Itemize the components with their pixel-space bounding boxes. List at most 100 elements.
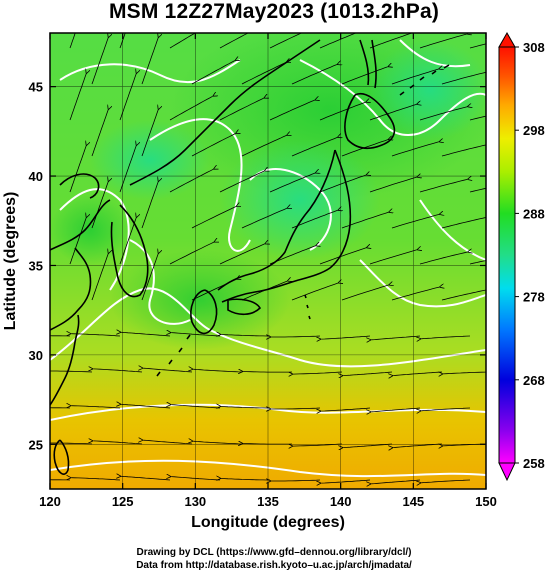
colorbar: 258 268 278 288 298 308 bbox=[498, 31, 545, 482]
streamline bbox=[69, 74, 86, 121]
streamline bbox=[419, 107, 467, 121]
streamline bbox=[391, 69, 439, 85]
streamline bbox=[169, 242, 214, 265]
streamline bbox=[91, 182, 108, 229]
streamline bbox=[143, 440, 193, 445]
streamline bbox=[219, 171, 264, 193]
streamline bbox=[271, 480, 321, 481]
streamline bbox=[419, 34, 467, 49]
streamline bbox=[93, 441, 143, 445]
streamline bbox=[321, 407, 371, 411]
streamline bbox=[50, 442, 93, 445]
streamline bbox=[121, 404, 171, 409]
streamline bbox=[391, 287, 439, 301]
map-gridlines bbox=[50, 33, 486, 489]
x-axis-ticks: 120 125 130 135 140 145 150 bbox=[39, 33, 497, 509]
streamline bbox=[319, 33, 357, 49]
streamline bbox=[141, 38, 158, 85]
streamline bbox=[319, 175, 366, 193]
streamline bbox=[393, 371, 443, 376]
streamline bbox=[169, 33, 197, 49]
colorbar-bar bbox=[498, 46, 516, 464]
streamline bbox=[221, 334, 270, 336]
streamline bbox=[391, 214, 439, 229]
streamline bbox=[321, 335, 371, 339]
streamline bbox=[169, 169, 213, 193]
streamline bbox=[319, 102, 366, 121]
colorbar-tick-label: 258 bbox=[523, 456, 545, 471]
streamline bbox=[469, 187, 486, 193]
streamline bbox=[221, 478, 270, 480]
streamline bbox=[69, 218, 86, 265]
streamline bbox=[141, 182, 158, 229]
streamline bbox=[319, 248, 366, 265]
streamline bbox=[291, 65, 337, 85]
streamline bbox=[69, 146, 86, 193]
streamline bbox=[241, 62, 286, 85]
streamline bbox=[221, 406, 270, 408]
y-tick-label: 25 bbox=[29, 437, 43, 452]
streamline bbox=[343, 371, 393, 376]
streamline bbox=[271, 336, 321, 337]
y-tick-label: 40 bbox=[29, 169, 43, 184]
streamline bbox=[469, 260, 486, 265]
colorbar-min-triangle bbox=[498, 462, 516, 482]
streamline bbox=[191, 134, 236, 157]
streamline bbox=[141, 254, 158, 301]
streamline bbox=[293, 371, 343, 374]
x-tick-label: 145 bbox=[402, 494, 424, 509]
streamline bbox=[271, 408, 321, 409]
streamline bbox=[469, 43, 486, 49]
x-tick-label: 130 bbox=[184, 494, 206, 509]
streamline bbox=[219, 98, 264, 121]
colorbar-max-triangle bbox=[498, 31, 516, 48]
streamline bbox=[71, 406, 121, 409]
streamline bbox=[243, 372, 293, 373]
streamline bbox=[191, 61, 235, 85]
y-tick-label: 45 bbox=[29, 80, 43, 95]
streamline bbox=[341, 285, 389, 301]
streamline bbox=[269, 33, 303, 49]
streamline bbox=[369, 104, 416, 121]
colorbar-tick-label: 278 bbox=[523, 290, 545, 305]
streamline bbox=[141, 110, 158, 157]
streamline bbox=[121, 476, 171, 481]
streamline bbox=[91, 254, 108, 301]
streamline bbox=[343, 443, 393, 448]
streamline bbox=[191, 207, 236, 229]
x-tick-label: 140 bbox=[330, 494, 352, 509]
streamline bbox=[71, 478, 121, 481]
streamline bbox=[91, 38, 108, 85]
streamline bbox=[371, 335, 421, 340]
streamline bbox=[421, 407, 471, 411]
streamline bbox=[419, 179, 467, 193]
streamline bbox=[219, 33, 249, 49]
streamline bbox=[71, 334, 121, 337]
credit-drawing: Drawing by DCL (https://www.gfd–dennou.o… bbox=[136, 547, 412, 558]
streamline bbox=[371, 479, 421, 484]
streamline bbox=[193, 369, 243, 373]
streamline bbox=[341, 67, 388, 85]
streamline bbox=[369, 177, 417, 193]
streamline bbox=[69, 33, 76, 49]
streamline bbox=[219, 244, 265, 265]
streamline bbox=[441, 217, 486, 229]
streamline bbox=[469, 115, 486, 121]
streamline bbox=[143, 368, 193, 373]
streamline bbox=[369, 250, 417, 265]
streamline bbox=[391, 142, 439, 157]
y-tick-label: 30 bbox=[29, 348, 43, 363]
streamline bbox=[169, 96, 213, 121]
credit-data-source: Data from http://database.rish.kyoto–u.a… bbox=[136, 560, 412, 571]
x-tick-label: 135 bbox=[257, 494, 279, 509]
streamline bbox=[369, 33, 414, 49]
temperature-field bbox=[50, 33, 486, 489]
streamline bbox=[421, 335, 471, 339]
x-tick-label: 150 bbox=[475, 494, 497, 509]
streamline bbox=[421, 479, 471, 483]
streamline bbox=[321, 479, 371, 483]
y-tick-label: 35 bbox=[29, 258, 43, 273]
streamline bbox=[419, 252, 468, 265]
streamline bbox=[291, 137, 337, 157]
